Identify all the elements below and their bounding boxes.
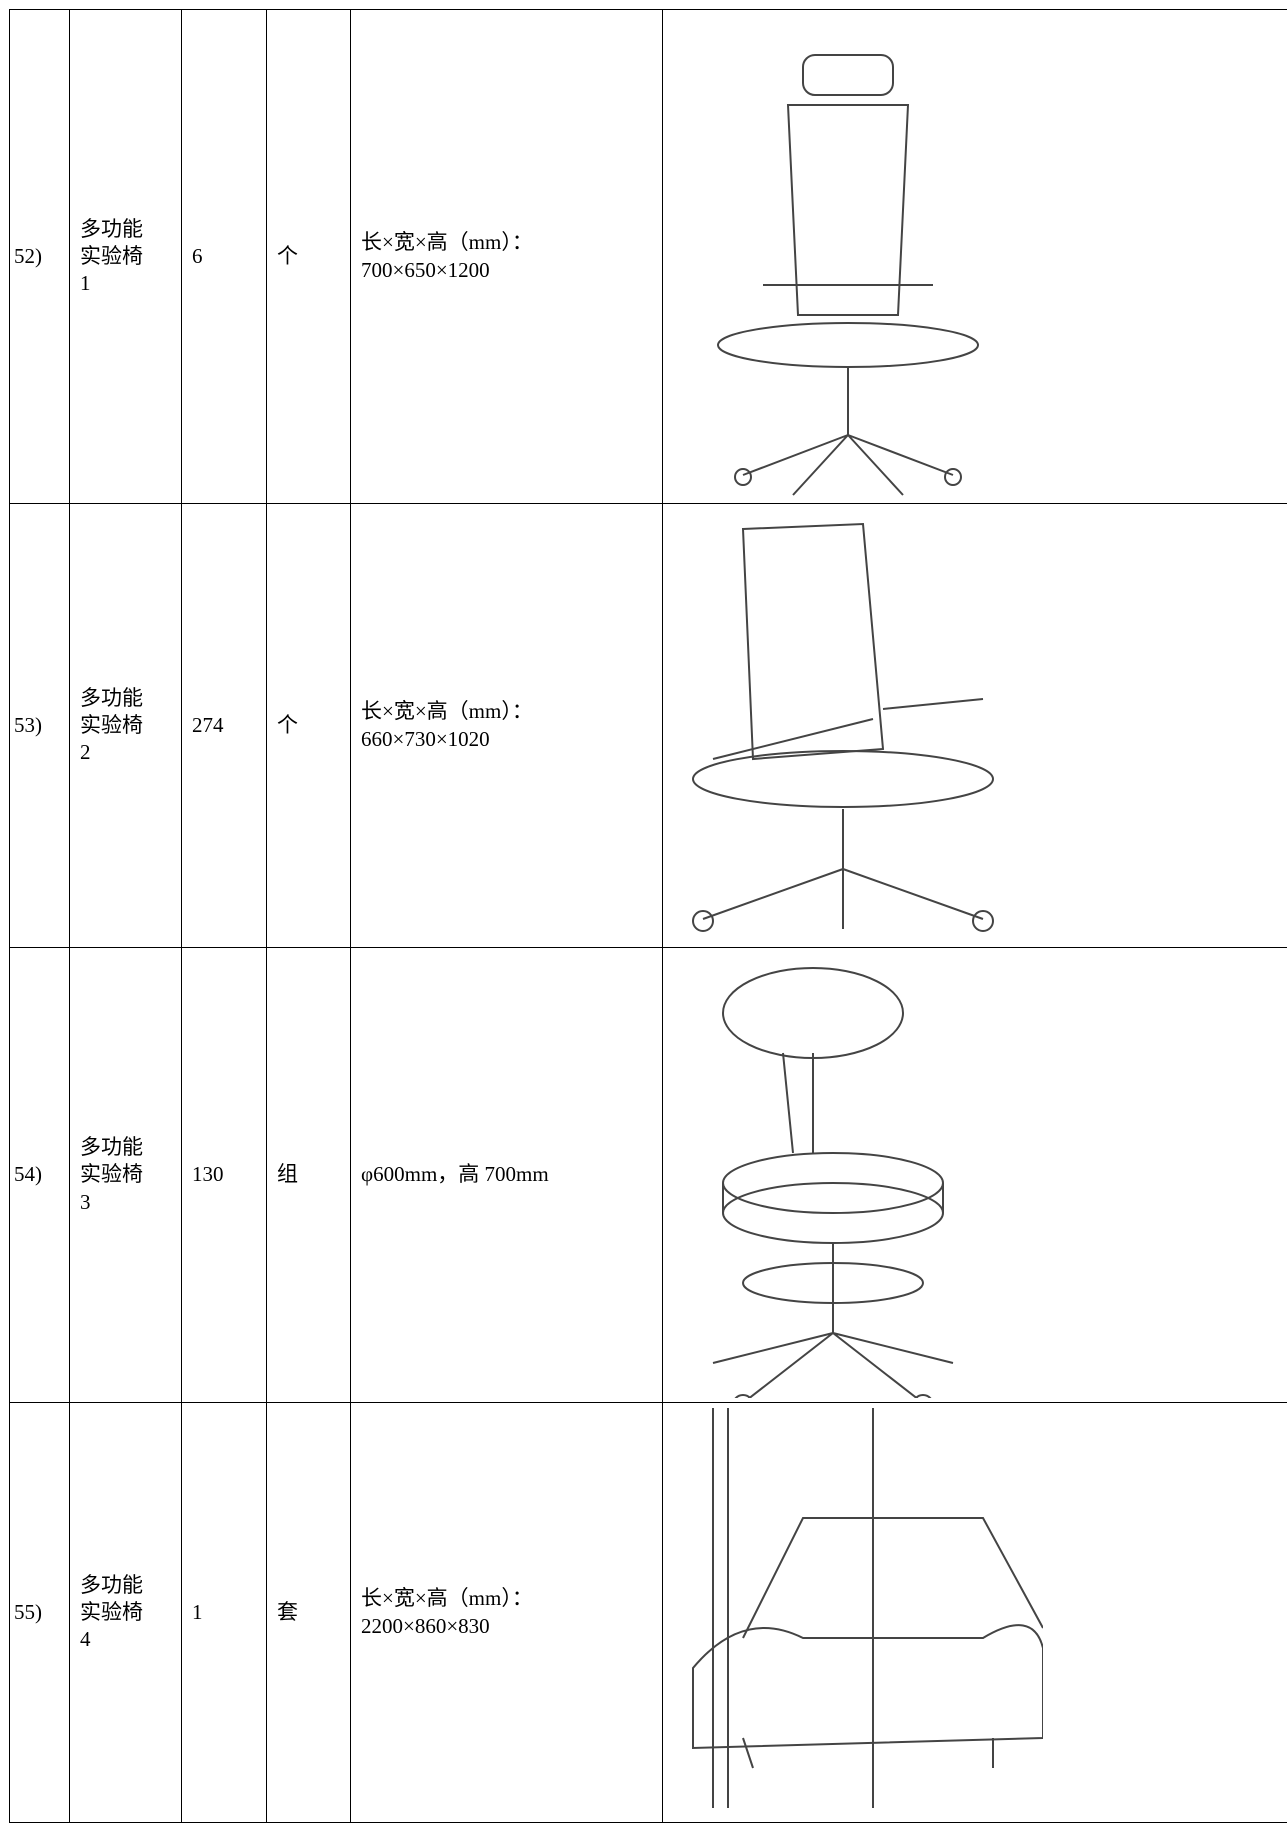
product-illustration (683, 509, 1043, 943)
cell-text: 组 (277, 1161, 340, 1188)
name-cell: 多功能实验椅1 (70, 10, 182, 504)
spec-cell: φ600mm，高 700mm (351, 948, 663, 1403)
product-illustration (683, 1408, 1043, 1818)
cell-text: 53) (14, 712, 65, 739)
cell-text: 长×宽×高（mm）： (361, 698, 652, 725)
cell-text: 52) (14, 243, 65, 270)
cell-text: 套 (277, 1599, 340, 1626)
unit-cell: 个 (267, 10, 351, 504)
cell-text: φ600mm，高 700mm (361, 1161, 652, 1188)
cell-text: 6 (192, 243, 256, 270)
unit-cell: 套 (267, 1403, 351, 1823)
cell-text: 2200×860×830 (361, 1613, 652, 1640)
table-row: 54) 多功能实验椅3 130 组 φ600mm，高 700mm (10, 948, 1287, 1403)
number-cell: 52) (10, 10, 70, 504)
number-cell: 54) (10, 948, 70, 1403)
image-cell (663, 948, 1287, 1403)
cell-text: 多功能实验椅3 (80, 1134, 144, 1216)
name-cell: 多功能实验椅3 (70, 948, 182, 1403)
image-cell (663, 1403, 1287, 1823)
unit-cell: 组 (267, 948, 351, 1403)
cell-text: 个 (277, 243, 340, 270)
spec-cell: 长×宽×高（mm）：700×650×1200 (351, 10, 663, 504)
number-cell: 55) (10, 1403, 70, 1823)
image-cell (663, 10, 1287, 504)
cell-text: 多功能实验椅1 (80, 216, 144, 298)
product-illustration (683, 953, 1043, 1398)
number-cell: 53) (10, 504, 70, 948)
spec-cell: 长×宽×高（mm）：2200×860×830 (351, 1403, 663, 1823)
name-cell: 多功能实验椅2 (70, 504, 182, 948)
quantity-cell: 6 (182, 10, 267, 504)
quantity-cell: 274 (182, 504, 267, 948)
cell-text: 1 (192, 1599, 256, 1626)
cell-text: 多功能实验椅4 (80, 1572, 144, 1654)
quantity-cell: 130 (182, 948, 267, 1403)
cell-text: 个 (277, 712, 340, 739)
name-cell: 多功能实验椅4 (70, 1403, 182, 1823)
cell-text: 130 (192, 1161, 256, 1188)
table-row: 53) 多功能实验椅2 274 个长×宽×高（mm）：660×730×1020 (10, 504, 1287, 948)
cell-text: 660×730×1020 (361, 726, 652, 753)
quantity-cell: 1 (182, 1403, 267, 1823)
cell-text: 700×650×1200 (361, 257, 652, 284)
spec-cell: 长×宽×高（mm）：660×730×1020 (351, 504, 663, 948)
unit-cell: 个 (267, 504, 351, 948)
cell-text: 长×宽×高（mm）： (361, 229, 652, 256)
cell-text: 长×宽×高（mm）： (361, 1585, 652, 1612)
cell-text: 多功能实验椅2 (80, 685, 144, 767)
cell-text: 274 (192, 712, 256, 739)
image-cell (663, 504, 1287, 948)
cell-text: 55) (14, 1599, 65, 1626)
cell-text: 54) (14, 1161, 65, 1188)
product-illustration (683, 15, 1043, 499)
